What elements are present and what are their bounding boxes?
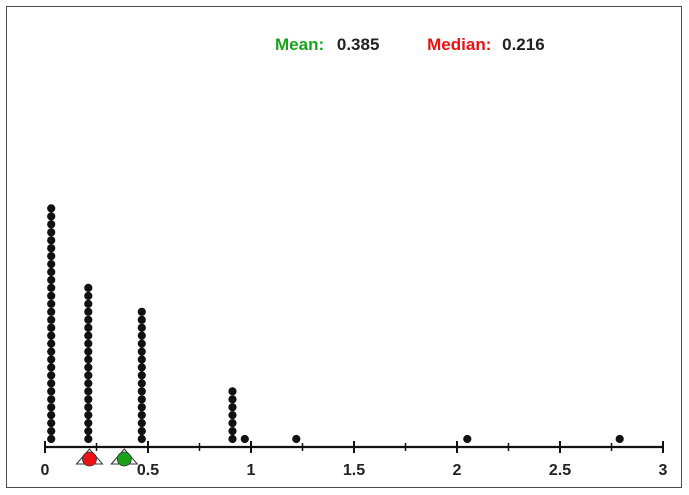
data-dot: [137, 379, 146, 388]
x-tick-label: 1: [247, 462, 256, 479]
data-dot: [84, 283, 93, 292]
data-dot: [84, 411, 93, 420]
mean-value: 0.385: [336, 35, 380, 54]
data-dot: [84, 427, 93, 436]
data-dot: [47, 267, 56, 277]
median-label: Median:: [427, 35, 492, 54]
data-dot: [84, 395, 93, 404]
dot-stacks: [47, 204, 624, 444]
data-dot: [137, 331, 146, 340]
data-dot: [137, 403, 146, 412]
data-dot: [137, 339, 146, 348]
data-dot: [84, 363, 93, 372]
data-dot: [137, 395, 146, 404]
median-dot: [82, 451, 97, 467]
data-dot: [84, 387, 93, 396]
data-dot: [228, 395, 237, 404]
data-dot: [47, 204, 56, 213]
data-dot: [137, 371, 146, 380]
data-dot: [228, 434, 237, 444]
data-dot: [228, 403, 237, 412]
data-dot: [47, 283, 56, 292]
data-dot: [84, 434, 93, 444]
data-dot: [84, 403, 93, 412]
data-dot: [137, 363, 146, 372]
median-value: 0.216: [502, 35, 545, 54]
data-dot: [47, 331, 56, 340]
data-dot: [47, 212, 56, 221]
data-dot: [47, 323, 56, 332]
data-dot: [47, 220, 56, 229]
stat-markers: [75, 448, 139, 467]
x-tick-label: 0.5: [137, 462, 159, 479]
data-dot: [228, 387, 237, 396]
data-dot: [47, 371, 56, 380]
data-dot: [47, 236, 56, 245]
data-dot: [137, 323, 146, 332]
data-dot: [84, 307, 93, 316]
data-dot: [137, 419, 146, 428]
data-dot: [137, 387, 146, 396]
data-dot: [47, 291, 56, 300]
data-dot: [47, 299, 56, 308]
data-dot: [137, 355, 146, 364]
data-dot: [47, 379, 56, 388]
data-dot: [47, 403, 56, 412]
data-dot: [47, 244, 56, 253]
data-dot: [47, 307, 56, 316]
chart-frame: [6, 6, 682, 488]
data-dot: [228, 427, 237, 436]
data-dot: [84, 339, 93, 348]
data-dot: [47, 339, 56, 348]
data-dot: [84, 299, 93, 308]
data-dot: [84, 419, 93, 428]
median-marker: [75, 448, 104, 467]
data-dot: [292, 434, 301, 444]
data-dot: [47, 387, 56, 396]
data-dot: [47, 228, 56, 237]
data-dot: [47, 347, 56, 356]
mean-marker: [110, 448, 139, 467]
x-tick-label: 2: [453, 462, 462, 479]
data-dot: [463, 434, 472, 444]
data-dot: [228, 419, 237, 428]
data-dot: [47, 363, 56, 372]
data-dot: [137, 347, 146, 356]
x-tick-label: 0: [41, 462, 50, 479]
data-dot: [137, 307, 146, 316]
data-dot: [47, 427, 56, 436]
data-dot: [47, 260, 56, 269]
data-dot: [84, 347, 93, 356]
x-tick-label: 3: [659, 462, 668, 479]
data-dot: [47, 355, 56, 364]
data-dot: [240, 434, 249, 444]
data-dot: [137, 315, 146, 324]
data-dot: [137, 434, 146, 444]
summary-stats: Mean: 0.385 Median: 0.216: [275, 35, 545, 55]
data-dot: [84, 291, 93, 300]
x-tick-label: 2.5: [549, 462, 571, 479]
x-axis: 0 0.5 1 1.5 2 2.5 3: [41, 441, 668, 479]
data-dot: [47, 411, 56, 420]
data-dot: [137, 411, 146, 420]
data-dot: [84, 331, 93, 340]
mean-dot: [116, 451, 132, 467]
data-dot: [47, 395, 56, 404]
data-dot: [47, 419, 56, 428]
data-dot: [84, 379, 93, 388]
mean-label: Mean:: [275, 35, 325, 54]
data-dot: [84, 355, 93, 364]
x-tick-label: 1.5: [343, 462, 365, 479]
data-dot: [137, 427, 146, 436]
data-dot: [84, 323, 93, 332]
data-dot: [47, 252, 56, 261]
data-dot: [47, 434, 56, 444]
data-dot: [84, 371, 93, 380]
data-dot: [47, 315, 56, 324]
data-dot: [47, 275, 56, 285]
data-dot: [228, 411, 237, 420]
data-dot: [84, 315, 93, 324]
data-dot: [615, 434, 624, 444]
